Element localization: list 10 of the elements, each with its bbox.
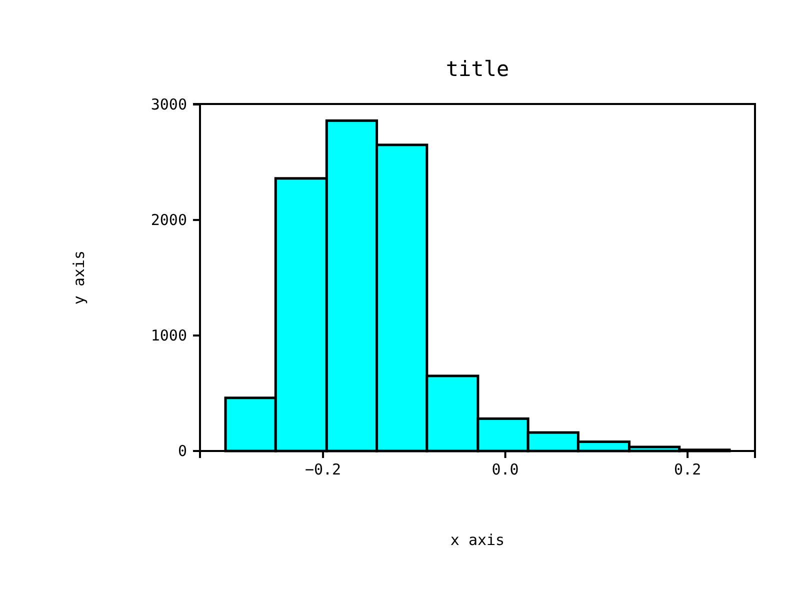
chart-title: title — [446, 57, 510, 81]
x-tick-label: −0.2 — [304, 460, 342, 479]
x-tick-label: 0.0 — [492, 460, 519, 479]
x-tick-label: 0.2 — [674, 460, 702, 479]
y-tick-label: 1000 — [150, 326, 187, 344]
x-axis-title: x axis — [450, 531, 505, 549]
y-tick-label: 2000 — [150, 210, 187, 229]
y-tick-label: 3000 — [150, 95, 187, 114]
y-axis-title: y axis — [70, 250, 88, 305]
y-tick-label: 0 — [178, 442, 187, 460]
